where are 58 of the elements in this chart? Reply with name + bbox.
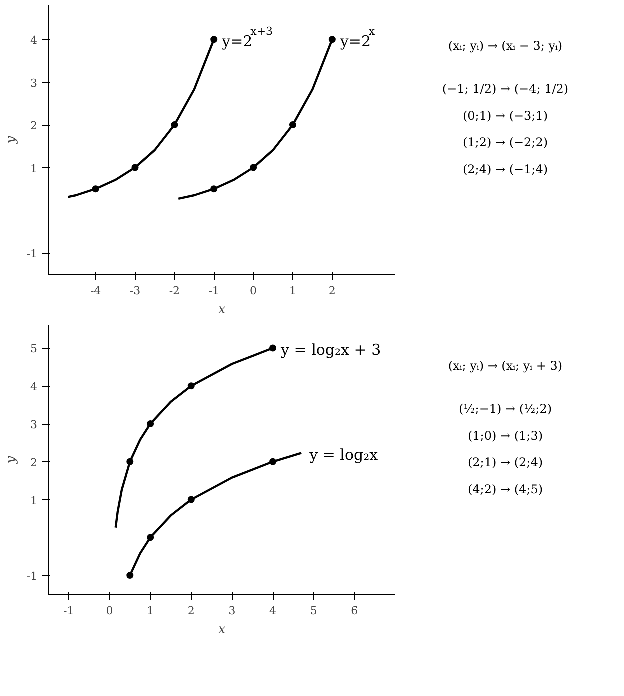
y-tick-label: 2 xyxy=(30,120,38,133)
point xyxy=(270,458,277,466)
point xyxy=(328,36,336,44)
x-tick-label: -3 xyxy=(130,284,141,298)
y-tick-label: 1 xyxy=(30,162,38,176)
point xyxy=(132,164,139,172)
x-tick-label: 2 xyxy=(188,604,195,618)
y-tick-label: 5 xyxy=(30,342,38,356)
series-label: y = log₂x xyxy=(308,446,379,464)
text: (xᵢ; yᵢ) → (xᵢ − 3; yᵢ) xyxy=(448,38,563,53)
text: (1;2) → (−2;2) xyxy=(462,136,548,150)
text: (½;−1) → (½;2) xyxy=(458,402,552,416)
point xyxy=(147,534,154,542)
x-tick-label: -1 xyxy=(64,604,74,618)
x-tick-label: 6 xyxy=(351,604,358,618)
x-axis-title: x xyxy=(218,622,226,638)
y-tick-label: -1 xyxy=(26,570,38,584)
text: (0;1) → (−3;1) xyxy=(462,108,548,123)
point xyxy=(210,186,218,193)
point xyxy=(188,382,195,390)
x-tick-label: -4 xyxy=(90,284,102,298)
x-tick-label: -2 xyxy=(169,284,180,298)
point xyxy=(126,572,134,580)
y-tick-label: 2 xyxy=(30,456,38,470)
text: (2;4) → (−1;4) xyxy=(462,162,548,177)
point xyxy=(171,122,178,129)
text: (xᵢ; yᵢ) → (xᵢ; yᵢ + 3) xyxy=(448,358,563,373)
x-tick-label: 0 xyxy=(106,604,114,618)
point xyxy=(250,164,258,172)
x-tick-label: 4 xyxy=(270,604,277,618)
y-axis-title: y xyxy=(4,456,19,465)
point xyxy=(210,36,218,44)
y-tick-label: -1 xyxy=(26,248,38,261)
point xyxy=(188,496,195,504)
x-tick-label: 0 xyxy=(250,284,258,298)
y-axis-title: y xyxy=(4,136,19,145)
x-tick-label: 2 xyxy=(328,284,336,298)
x-tick-label: 1 xyxy=(147,604,154,618)
text: (1;0) → (1;3) xyxy=(468,428,544,443)
point xyxy=(92,186,100,193)
y-tick-label: 3 xyxy=(30,418,38,432)
series-label: y = log₂x + 3 xyxy=(280,341,382,360)
x-tick-label: 1 xyxy=(289,284,296,298)
text: (4;2) → (4;5) xyxy=(468,482,544,497)
point xyxy=(270,344,277,352)
x-tick-label: 3 xyxy=(228,604,236,618)
y-tick-label: 4 xyxy=(30,34,38,48)
y-tick-label: 3 xyxy=(30,76,38,90)
y-tick-label: 1 xyxy=(30,494,38,508)
x-tick-label: 5 xyxy=(310,604,318,618)
x-tick-label: -1 xyxy=(208,284,220,298)
text: (−1; 1/2) → (−4; 1/2) xyxy=(442,82,569,96)
point xyxy=(147,420,154,428)
x-axis-title: x xyxy=(218,302,226,318)
point xyxy=(126,458,134,466)
point xyxy=(289,122,296,129)
text: (2;1) → (2;4) xyxy=(468,456,544,470)
y-tick-label: 4 xyxy=(30,380,38,394)
